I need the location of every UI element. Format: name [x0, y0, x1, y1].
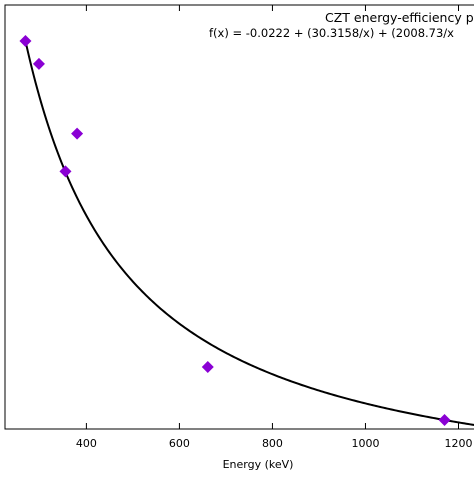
data-point-1 — [32, 57, 45, 70]
data-point-4 — [201, 361, 214, 374]
data-point-3 — [71, 127, 84, 140]
data-point-2 — [59, 165, 72, 178]
chart-title: CZT energy-efficiency pl — [325, 10, 474, 25]
x-ticks: 400 600 800 1000 1200 — [76, 5, 472, 450]
x-tick-label-800: 800 — [262, 437, 283, 450]
points-layer — [19, 35, 451, 426]
fit-curve — [25, 44, 474, 426]
plot-area — [4, 4, 474, 430]
data-point-5 — [438, 414, 451, 426]
x-axis-label: Energy (keV) — [223, 458, 294, 471]
fit-formula: f(x) = -0.0222 + (30.3158/x) + (2008.73/… — [209, 26, 454, 40]
x-tick-label-1200: 1200 — [444, 437, 472, 450]
data-point-0 — [19, 35, 32, 47]
x-tick-label-1000: 1000 — [351, 437, 379, 450]
x-tick-label-600: 600 — [169, 437, 190, 450]
fit-layer — [25, 44, 474, 426]
x-tick-label-400: 400 — [76, 437, 97, 450]
